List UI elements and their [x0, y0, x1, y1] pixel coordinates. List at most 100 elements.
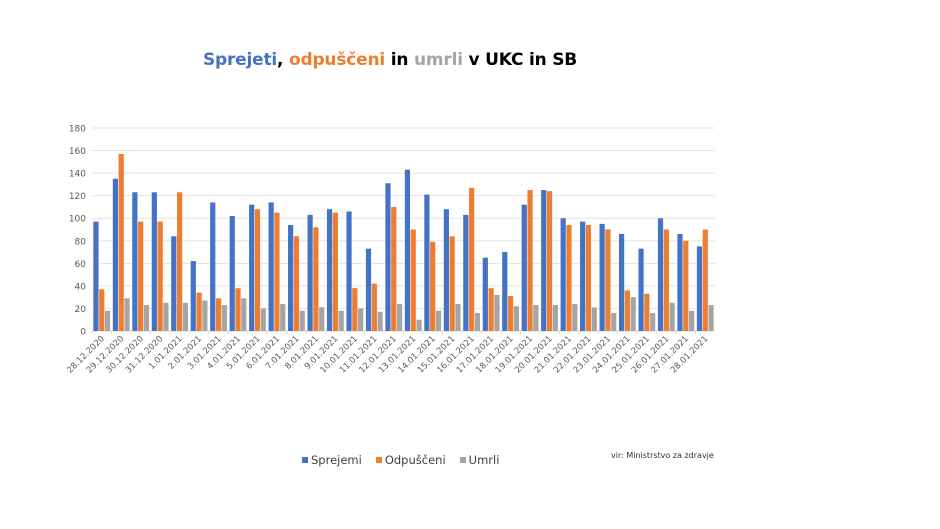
bar-umrli [241, 298, 247, 331]
bar-sprejemi [463, 214, 469, 331]
bar-odpuščeni [449, 236, 455, 331]
bar-odpuščeni [274, 212, 280, 331]
bar-umrli [688, 310, 695, 331]
bar-sprejemi [696, 246, 703, 331]
bar-sprejemi [638, 248, 644, 331]
bar-umrli [299, 310, 305, 331]
bar-odpuščeni [566, 224, 572, 331]
bar-umrli [591, 307, 597, 331]
bar-odpuščeni [99, 289, 105, 331]
bar-odpuščeni [410, 229, 416, 331]
y-tick-label: 20 [75, 305, 87, 315]
bar-umrli [124, 298, 130, 331]
bar-umrli [494, 294, 500, 331]
bar-umrli [552, 305, 558, 331]
bar-umrli [474, 312, 481, 331]
bar-umrli [513, 306, 519, 331]
title-part-admitted: Sprejeti [202, 50, 278, 70]
bar-sprejemi [171, 236, 177, 331]
title-part-died: umrli [413, 50, 463, 70]
bar-umrli [319, 307, 325, 331]
bar-odpuščeni [585, 224, 592, 331]
y-tick-label: 120 [69, 192, 86, 202]
title-part-sep: , [277, 50, 290, 70]
bar-sprejemi [132, 192, 138, 331]
bar-odpuščeni [235, 288, 241, 331]
bar-sprejemi [404, 169, 411, 331]
bar-umrli [182, 302, 189, 331]
title-part-discharged: odpuščeni [289, 50, 385, 70]
legend-item-discharged: Odpuščeni [375, 453, 446, 467]
y-tick-label: 60 [75, 260, 87, 270]
bar-odpuščeni [138, 221, 144, 331]
bar-odpuščeni [469, 187, 475, 331]
bar-umrli [669, 302, 675, 331]
bar-umrli [163, 302, 169, 331]
bar-sprejemi [521, 204, 527, 331]
y-tick-label: 140 [69, 170, 86, 180]
bar-odpuščeni [527, 190, 533, 331]
bar-odpuščeni [293, 236, 300, 331]
title-part-in: in [385, 50, 414, 70]
bar-umrli [280, 303, 286, 331]
bar-sprejemi [618, 234, 625, 331]
bar-odpuščeni [507, 296, 514, 331]
y-tick-label: 100 [69, 215, 86, 225]
bar-umrli [630, 297, 636, 331]
bar-sprejemi [502, 252, 508, 331]
bar-umrli [435, 310, 442, 331]
source-note: vir: Ministrstvo za zdravje [611, 451, 714, 460]
bar-odpuščeni [332, 212, 338, 331]
legend-label: Odpuščeni [384, 453, 446, 467]
bar-odpuščeni [605, 229, 611, 331]
bar-umrli [143, 305, 150, 331]
bar-sprejemi [307, 214, 313, 331]
bar-odpuščeni [683, 240, 689, 331]
legend-label: Umrli [468, 453, 500, 467]
y-tick-label: 40 [75, 282, 87, 292]
bar-sprejemi [443, 209, 449, 331]
bar-odpuščeni [391, 206, 397, 331]
legend-swatch-orange-icon [375, 457, 382, 463]
bar-sprejemi [580, 221, 586, 331]
bar-odpuščeni [118, 153, 124, 331]
bar-sprejemi [541, 190, 547, 331]
bar-sprejemi [560, 218, 566, 331]
bar-odpuščeni [546, 191, 553, 331]
bar-odpuščeni [663, 229, 669, 331]
bar-umrli [708, 305, 714, 331]
y-tick-label: 160 [69, 147, 86, 157]
bar-sprejemi [288, 224, 294, 331]
legend-item-died: Umrli [459, 453, 500, 467]
bar-umrli [650, 312, 656, 331]
bar-sprejemi [112, 178, 119, 331]
bar-umrli [533, 305, 539, 331]
bar-odpuščeni [215, 298, 222, 331]
bar-sprejemi [482, 257, 488, 331]
bar-sprejemi [268, 202, 274, 331]
legend-swatch-gray-icon [459, 457, 466, 463]
bar-odpuščeni [702, 229, 708, 331]
bar-umrli [396, 303, 403, 331]
bar-sprejemi [229, 215, 235, 331]
bar-sprejemi [385, 183, 391, 331]
legend-label: Sprejemi [311, 453, 362, 467]
bar-odpuščeni [196, 292, 202, 331]
bar-sprejemi [93, 221, 99, 331]
bar-odpuščeni [313, 227, 319, 331]
bar-sprejemi [424, 194, 430, 331]
bar-odpuščeni [352, 288, 358, 331]
legend-item-admitted: Sprejemi [302, 453, 362, 467]
bar-sprejemi [249, 204, 255, 331]
bar-sprejemi [326, 209, 333, 331]
bar-odpuščeni [157, 221, 163, 331]
bar-sprejemi [346, 211, 352, 331]
bar-odpuščeni [488, 288, 494, 331]
y-tick-label: 180 [69, 125, 86, 135]
bar-sprejemi [657, 218, 664, 331]
bar-sprejemi [210, 202, 216, 331]
bar-umrli [572, 303, 578, 331]
bar-odpuščeni [177, 192, 183, 331]
bar-sprejemi [151, 192, 157, 331]
